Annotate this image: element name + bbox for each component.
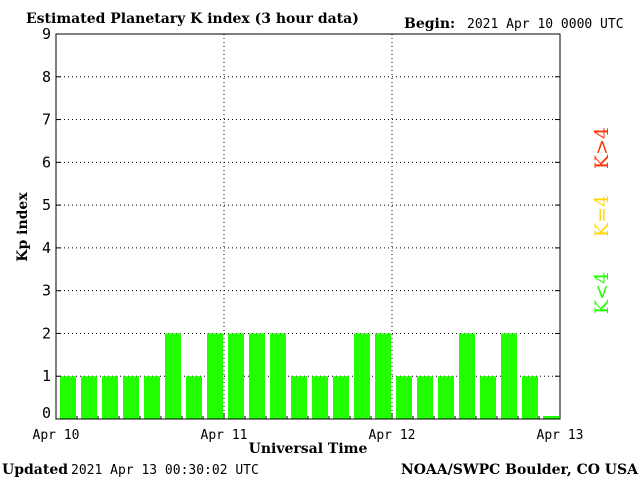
legend-low: K<4 xyxy=(591,272,613,314)
x-tick-label: Apr 12 xyxy=(369,428,416,443)
x-tick-label: Apr 10 xyxy=(33,428,80,443)
kp-bar xyxy=(81,376,97,419)
kp-bar xyxy=(291,376,307,419)
bars xyxy=(60,333,559,419)
kp-bar xyxy=(123,376,139,419)
legend-high: K>4 xyxy=(591,127,613,169)
kp-bar xyxy=(501,333,517,419)
x-tick-label: Apr 13 xyxy=(537,428,584,443)
updated-value: 2021 Apr 13 00:30:02 UTC xyxy=(71,463,259,478)
x-axis: Apr 10 Apr 11 Apr 12 Apr 13 xyxy=(33,413,584,443)
chart-title: Estimated Planetary K index (3 hour data… xyxy=(26,11,359,27)
y-tick-label: 3 xyxy=(42,282,51,300)
y-tick-label: 5 xyxy=(42,196,51,214)
kp-bar xyxy=(102,376,118,419)
kp-bar xyxy=(207,333,223,419)
kp-bar xyxy=(354,333,370,419)
kp-bar xyxy=(480,376,496,419)
x-axis-label: Universal Time xyxy=(249,441,368,457)
y-tick-label: 8 xyxy=(42,68,51,86)
updated-label: Updated xyxy=(2,462,68,478)
kp-bar xyxy=(228,333,244,419)
y-tick-label: 1 xyxy=(42,367,51,385)
y-tick-label: 0 xyxy=(42,404,51,422)
y-tick-label: 2 xyxy=(42,324,51,342)
kp-bar xyxy=(375,333,391,419)
kp-bar xyxy=(333,376,349,419)
y-tick-label: 4 xyxy=(42,239,51,257)
kp-bar xyxy=(144,376,160,419)
y-tick-label: 9 xyxy=(42,25,51,43)
plot-frame xyxy=(55,33,561,420)
x-tick-label: Apr 11 xyxy=(201,428,248,443)
kp-bar xyxy=(459,333,475,419)
grid-lines xyxy=(56,34,560,419)
kp-bar xyxy=(417,376,433,419)
y-tick-label: 7 xyxy=(42,111,51,129)
y-axis-label: Kp index xyxy=(15,192,31,262)
kp-bar xyxy=(438,376,454,419)
kp-bar xyxy=(396,376,412,419)
kp-bar xyxy=(60,376,76,419)
y-tick-label: 6 xyxy=(42,153,51,171)
begin-value: 2021 Apr 10 0000 UTC xyxy=(467,17,624,32)
kp-bar xyxy=(270,333,286,419)
legend-equal: K=4 xyxy=(591,195,613,237)
begin-label: Begin: xyxy=(404,16,455,32)
kp-bar xyxy=(249,333,265,419)
kp-bar xyxy=(543,416,559,419)
source-credit: NOAA/SWPC Boulder, CO USA xyxy=(401,462,639,478)
kp-bar xyxy=(312,376,328,419)
kp-bar xyxy=(522,376,538,419)
kp-bar xyxy=(165,333,181,419)
y-axis: 0 1 2 3 4 5 6 7 8 9 xyxy=(42,25,560,422)
kp-bar xyxy=(186,376,202,419)
